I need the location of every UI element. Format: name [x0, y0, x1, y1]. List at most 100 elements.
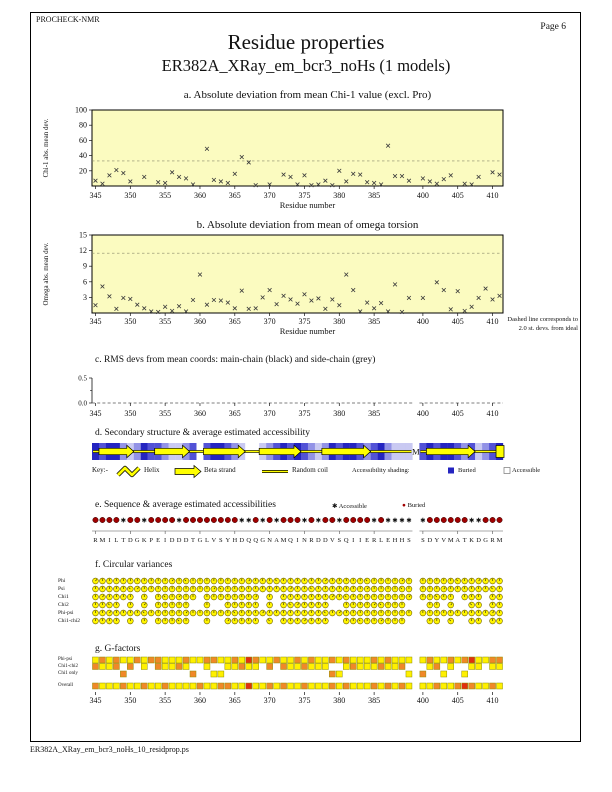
svg-text:385: 385: [368, 696, 380, 705]
data-point-x: [232, 306, 237, 311]
residue-letter: K: [142, 537, 147, 544]
g-factor-square: [384, 656, 392, 664]
g-factor-square: [238, 682, 246, 690]
panel-c-title: c. RMS devs from mean coords: main-chain…: [95, 355, 376, 365]
dashed-line-note-2: 2.0 st. devs. from ideal: [518, 325, 578, 332]
accessible-symbol: ✱: [246, 517, 252, 525]
data-point-x: [121, 170, 126, 176]
g-factor-square: [468, 663, 475, 670]
g-factor-square: [99, 682, 106, 690]
svg-text:405: 405: [452, 317, 464, 326]
buried-swatch-icon: [448, 467, 454, 474]
g-factor-square: [92, 663, 99, 670]
svg-text:345: 345: [89, 191, 101, 200]
residue-letter: H: [232, 537, 237, 544]
data-point-x: [427, 179, 433, 184]
svg-text:20: 20: [79, 166, 87, 175]
data-point-x: [149, 309, 154, 314]
svg-text:385: 385: [368, 317, 380, 326]
g-factor-square: [127, 656, 134, 664]
data-point-x: [128, 179, 133, 184]
g-factor-square: [161, 663, 169, 670]
svg-text:350: 350: [124, 696, 136, 705]
g-factor-square: [440, 682, 448, 690]
g-factor-square: [99, 663, 106, 670]
accessible-symbol: ✱: [260, 517, 266, 525]
buried-symbol: [322, 517, 329, 523]
svg-text:370: 370: [264, 191, 276, 200]
data-point-x: [302, 173, 307, 178]
svg-text:400: 400: [417, 696, 429, 705]
svg-text:385: 385: [368, 409, 380, 418]
terminal-strand-box: [495, 445, 505, 458]
data-point-x: [253, 183, 258, 188]
buried-symbol: [294, 517, 301, 523]
g-factor-square: [203, 656, 211, 664]
g-factor-square: [496, 663, 503, 670]
data-point-x: [476, 295, 481, 301]
g-factor-square: [315, 656, 322, 664]
accessible-symbol: ✱: [406, 517, 412, 525]
data-point-x: [155, 180, 161, 185]
g-factor-square: [252, 682, 259, 690]
beta-strand-arrow: [154, 444, 191, 459]
residue-letter: D: [184, 537, 189, 544]
g-factor-square: [106, 682, 113, 690]
variance-clock: [127, 585, 134, 593]
data-point-x: [323, 306, 328, 312]
g-factor-square: [92, 656, 99, 664]
g-factor-square: [203, 663, 211, 670]
g-factor-square: [384, 682, 392, 690]
accessible-symbol: ✱: [274, 517, 280, 525]
svg-text:380: 380: [333, 191, 345, 200]
buried-symbol: [426, 517, 433, 523]
row-label-phi: Phi: [58, 578, 66, 584]
gf-row-label-overall: Overall: [58, 683, 73, 688]
g-factors-rows: 345 350 355 360 365 370 375 380 385 400 405 410: [89, 656, 503, 705]
g-factor-square: [468, 682, 475, 690]
buried-symbol: [197, 517, 203, 523]
g-factor-square: [343, 656, 350, 664]
data-point-x: [399, 309, 405, 315]
data-point-x: [309, 298, 314, 303]
g-factor-square: [113, 682, 120, 690]
residue-letter: E: [156, 537, 160, 544]
data-point-x: [309, 183, 314, 188]
svg-text:375: 375: [298, 696, 310, 705]
data-point-x: [330, 297, 335, 302]
panel-d-title: d. Secondary structure & average estimat…: [95, 428, 310, 438]
g-factor-square: [419, 656, 427, 664]
chi1-deviation-plot: 20 40 60 80 100 345 350 355 360 365 370 375 380 385 40…: [75, 106, 504, 200]
buried-symbol: [440, 517, 447, 523]
key-coil-label: Random coil: [292, 466, 328, 474]
g-factor-square: [433, 656, 441, 664]
svg-text:360: 360: [194, 696, 206, 705]
variance-clock: [301, 617, 308, 625]
data-point-x: [351, 287, 356, 293]
g-factor-square: [440, 670, 448, 678]
data-point-x: [406, 295, 412, 301]
buried-symbol: [217, 517, 224, 523]
legend-accessible-label: Accessible: [338, 503, 367, 510]
data-point-x: [169, 308, 175, 314]
buried-symbol: [162, 517, 169, 523]
panel-e-title: e. Sequence & average estimated accessib…: [95, 500, 276, 510]
app-name: PROCHECK-NMR: [36, 15, 100, 24]
g-factor-square: [301, 656, 308, 664]
accessible-symbol: ✱: [399, 517, 405, 525]
g-factor-square: [294, 656, 301, 664]
g-factor-square: [140, 656, 148, 664]
g-factor-square: [377, 682, 385, 690]
g-factor-square: [447, 682, 455, 690]
g-factor-square: [168, 663, 176, 670]
buried-symbol: [329, 517, 336, 523]
g-factor-square: [329, 682, 336, 690]
g-factor-square: [419, 670, 427, 678]
residue-letter: L: [205, 537, 209, 544]
svg-text:405: 405: [452, 696, 464, 705]
g-factor-square: [496, 656, 503, 664]
svg-text:380: 380: [333, 696, 345, 705]
buried-symbol: [127, 517, 134, 523]
g-factor-square: [245, 663, 252, 670]
g-factor-square: [377, 663, 385, 670]
